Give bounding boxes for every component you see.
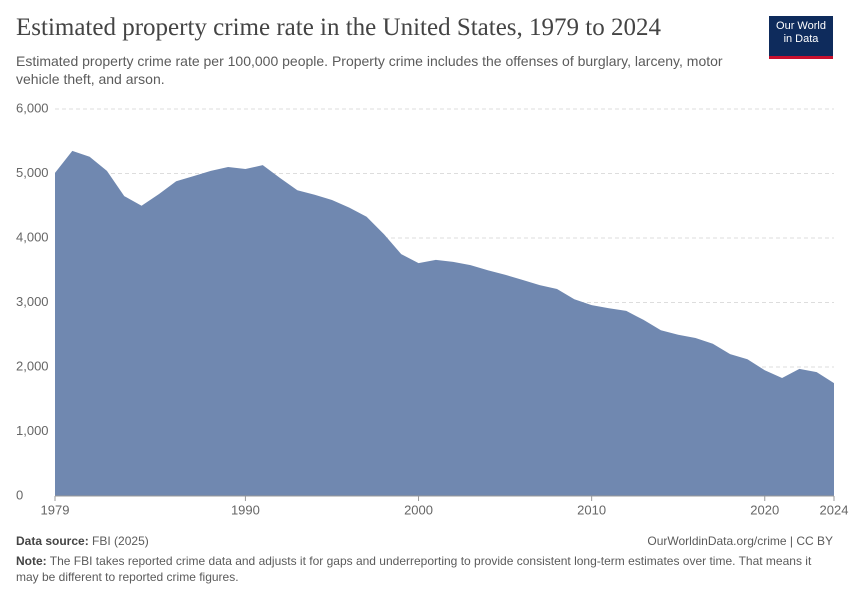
note: Note: The FBI takes reported crime data … — [16, 553, 831, 585]
title: Estimated property crime rate in the Uni… — [16, 14, 661, 41]
y-tick-label: 5,000 — [16, 165, 49, 180]
x-tick-label: 1990 — [231, 502, 260, 517]
url[interactable]: OurWorldinData.org/crime | CC BY — [647, 534, 833, 548]
logo-line: Our World — [776, 20, 826, 32]
x-tick-label: 2024 — [820, 502, 849, 517]
source-text: FBI (2025) — [92, 534, 149, 548]
subtitle: Estimated property crime rate per 100,00… — [16, 53, 723, 87]
x-tick-label: 2020 — [750, 502, 779, 517]
y-tick-label: 3,000 — [16, 294, 49, 309]
source-label: Data source: — [16, 534, 89, 548]
note-text: The FBI takes reported crime data and ad… — [16, 554, 812, 584]
x-tick-label: 2010 — [577, 502, 606, 517]
note-label: Note: — [16, 554, 47, 568]
source: Data source: FBI (2025) — [16, 534, 149, 548]
y-tick-label: 1,000 — [16, 423, 49, 438]
logo[interactable]: Our World in Data — [769, 16, 833, 59]
y-tick-label: 0 — [16, 487, 23, 502]
x-tick-label: 1979 — [41, 502, 70, 517]
logo-line: in Data — [783, 33, 819, 45]
area — [55, 150, 834, 497]
y-tick-label: 4,000 — [16, 229, 49, 244]
x-tick-label: 2000 — [404, 502, 433, 517]
y-tick-label: 2,000 — [16, 358, 49, 373]
y-tick-label: 6,000 — [16, 100, 49, 115]
